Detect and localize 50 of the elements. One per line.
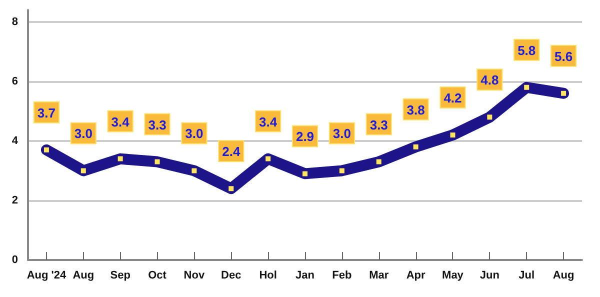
y-tick-label: 2 bbox=[12, 194, 18, 206]
x-tick-label: Jun bbox=[480, 270, 500, 282]
point bbox=[264, 155, 272, 162]
x-tick-label: Oct bbox=[148, 270, 167, 282]
x-tick-label: Jan bbox=[296, 270, 315, 282]
y-tick-label: 0 bbox=[12, 254, 18, 266]
point bbox=[42, 146, 50, 154]
data-label: 3.3 bbox=[370, 117, 388, 132]
x-tick-label: Sep bbox=[110, 270, 131, 282]
point bbox=[560, 90, 568, 97]
y-tick-label: 4 bbox=[12, 134, 19, 147]
data-label: 3.0 bbox=[185, 126, 204, 142]
point bbox=[80, 167, 87, 174]
point bbox=[228, 185, 235, 192]
point bbox=[116, 155, 124, 162]
x-tick-label: Jul bbox=[518, 270, 535, 282]
x-tick-label: Apr bbox=[406, 270, 426, 282]
data-label: 5.6 bbox=[554, 48, 573, 64]
x-tick-label: Feb bbox=[332, 270, 352, 282]
data-label: 3.7 bbox=[37, 105, 56, 120]
point bbox=[449, 132, 456, 138]
data-label: 3.0 bbox=[74, 126, 92, 142]
point bbox=[338, 167, 346, 174]
x-tick-label: Hol bbox=[259, 270, 277, 282]
x-tick-label: Aug '24 bbox=[26, 270, 67, 282]
point bbox=[302, 170, 308, 178]
point bbox=[412, 143, 420, 150]
data-label: 5.8 bbox=[518, 42, 536, 58]
y-tick-label: 8 bbox=[12, 16, 18, 28]
y-tick-label: 6 bbox=[12, 75, 18, 88]
data-label: 3.3 bbox=[148, 117, 166, 132]
data-label: 3.8 bbox=[406, 102, 425, 118]
data-label: 3.4 bbox=[259, 114, 278, 130]
data-label: 4.8 bbox=[480, 72, 499, 88]
point bbox=[154, 158, 161, 166]
x-tick-label: Aug bbox=[72, 270, 94, 282]
data-label: 2.4 bbox=[222, 144, 241, 160]
x-tick-label: Mar bbox=[369, 270, 390, 282]
point bbox=[523, 84, 530, 91]
point bbox=[375, 158, 382, 166]
data-label: 3.4 bbox=[111, 114, 130, 130]
x-tick-label: Aug bbox=[552, 270, 574, 282]
point bbox=[486, 114, 494, 121]
x-tick-label: Dec bbox=[221, 270, 242, 282]
data-label: 4.2 bbox=[444, 90, 462, 106]
x-tick-label: Nov bbox=[184, 270, 206, 282]
data-label: 2.9 bbox=[296, 129, 314, 144]
x-tick-label: May bbox=[442, 270, 464, 282]
point bbox=[190, 167, 198, 174]
data-label: 3.0 bbox=[332, 126, 351, 142]
